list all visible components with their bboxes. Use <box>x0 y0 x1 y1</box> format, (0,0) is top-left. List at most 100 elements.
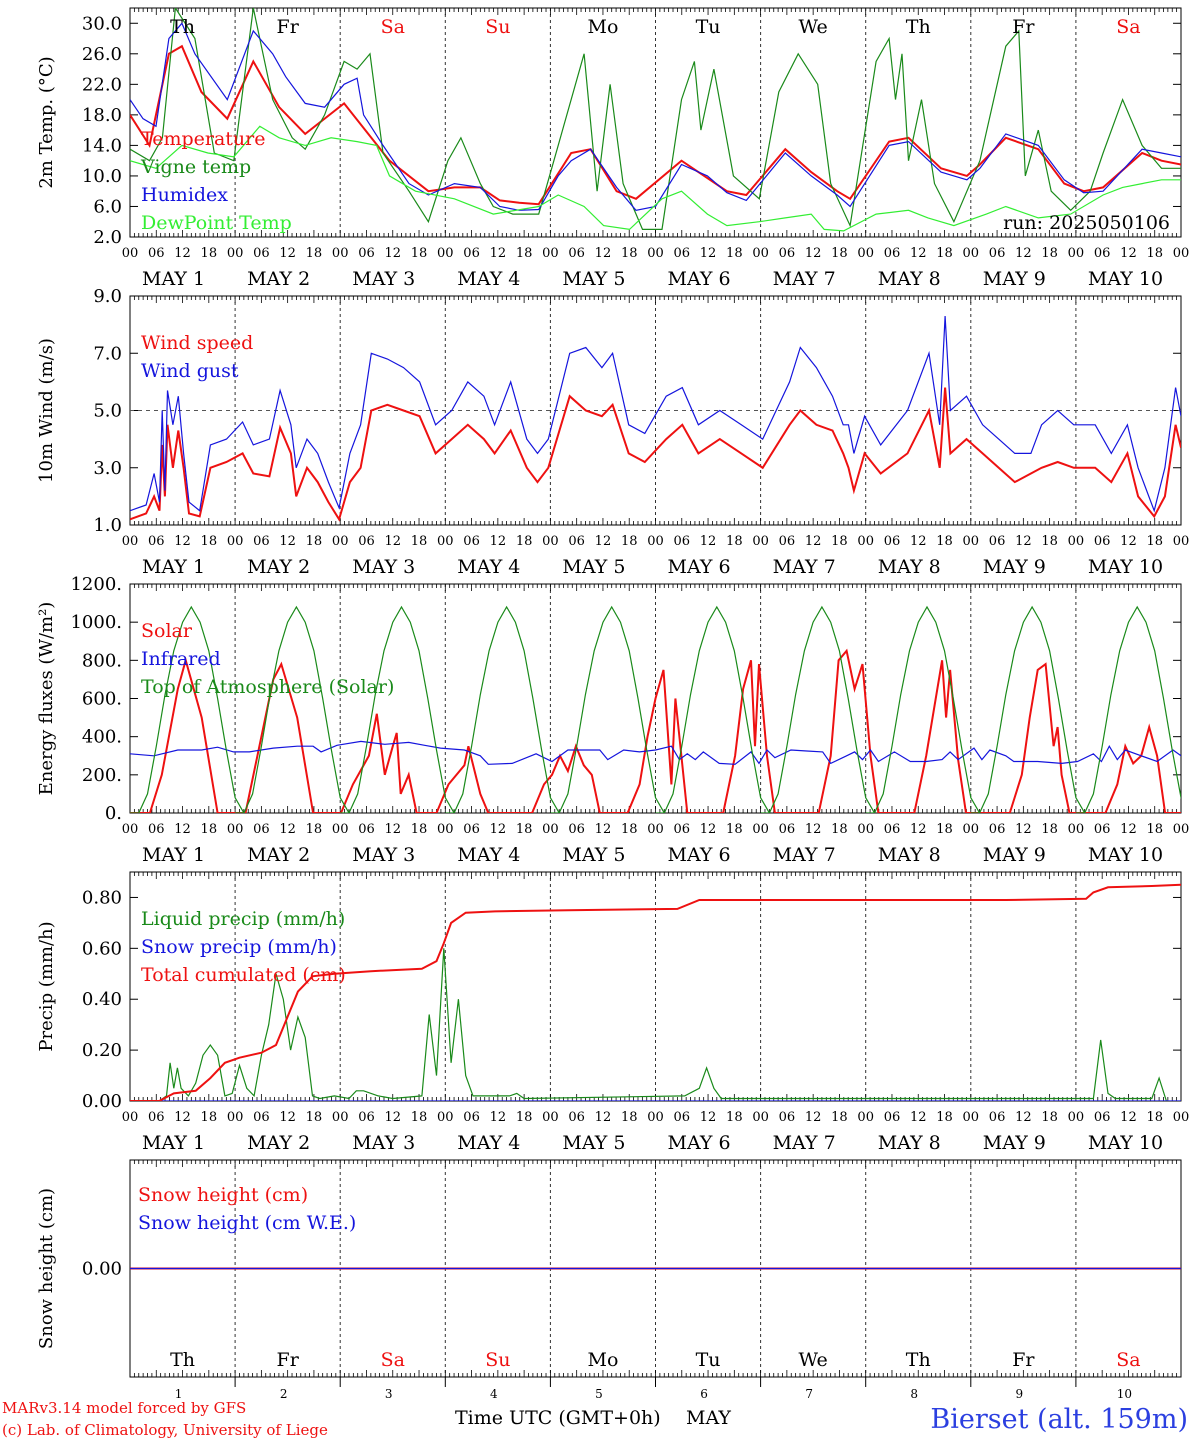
hour-label: 00 <box>963 246 980 261</box>
hour-label: 18 <box>411 246 428 261</box>
hour-label: 00 <box>332 246 349 261</box>
weekday-label: Fr <box>1012 16 1035 38</box>
hour-label: 06 <box>674 1110 691 1125</box>
date-label: MAY 3 <box>352 268 415 290</box>
date-label: MAY 8 <box>878 268 941 290</box>
hour-label: 18 <box>1041 1110 1058 1125</box>
ytick-label: 0.00 <box>82 1091 122 1112</box>
hour-label: 00 <box>752 822 769 837</box>
hour-label: 12 <box>1120 534 1137 549</box>
legend-entry: Wind speed <box>141 332 253 354</box>
hour-label: 00 <box>752 1110 769 1125</box>
day-number: 5 <box>595 1387 603 1401</box>
date-label: MAY 7 <box>773 844 836 866</box>
hour-label: 06 <box>148 1110 165 1125</box>
hour-label: 18 <box>516 822 533 837</box>
date-label: MAY 2 <box>247 268 310 290</box>
legend-entry: DewPoint Temp <box>141 212 292 234</box>
legend-entry: Vigne temp <box>140 156 251 178</box>
hour-label: 06 <box>1094 246 1111 261</box>
hour-label: 18 <box>516 246 533 261</box>
panel-temperature: 2.0 6.0 10.0 14.0 18.0 22.0 26.0 30.0 2m Temp. (… <box>36 7 1189 290</box>
hour-label: 12 <box>1120 246 1137 261</box>
date-label: MAY 7 <box>773 556 836 578</box>
hour-label: 00 <box>122 1110 139 1125</box>
weekday-label: Mo <box>587 1349 618 1371</box>
weekday-label: We <box>799 1349 828 1371</box>
date-label: MAY 10 <box>1088 556 1163 578</box>
hour-label: 12 <box>700 246 717 261</box>
weekday-label: Fr <box>277 16 300 38</box>
hour-label: 18 <box>831 246 848 261</box>
hour-label: 00 <box>542 822 559 837</box>
hour-label: 00 <box>857 534 874 549</box>
weekday-label: Th <box>906 16 931 38</box>
hour-label: 12 <box>910 246 927 261</box>
hour-label: 12 <box>490 822 507 837</box>
hour-label: 00 <box>752 246 769 261</box>
hour-label: 18 <box>306 246 323 261</box>
hour-label: 12 <box>279 246 296 261</box>
ytick-label: 22.0 <box>82 74 122 95</box>
date-label: MAY 8 <box>878 844 941 866</box>
hour-label: 18 <box>201 246 218 261</box>
hour-label: 12 <box>174 246 191 261</box>
hour-label: 00 <box>963 1110 980 1125</box>
hour-label: 00 <box>332 534 349 549</box>
ytick-label: 0. <box>105 803 122 824</box>
legend-entry: Top of Atmosphere (Solar) <box>141 676 394 698</box>
date-label: MAY 1 <box>142 1132 205 1154</box>
hour-ticks-snow <box>129 1160 1182 1377</box>
ytick-label: 18.0 <box>82 105 122 126</box>
ytick-label: 1000. <box>70 612 122 633</box>
date-label: MAY 7 <box>773 268 836 290</box>
legend-entry: Temperature <box>141 128 265 150</box>
hour-label: 00 <box>857 822 874 837</box>
legend-entry: Total cumulated (cm) <box>141 964 346 986</box>
series-line-red <box>130 387 1181 522</box>
hour-label: 18 <box>411 1110 428 1125</box>
ytick-label: 0.60 <box>82 938 122 959</box>
hour-label: 18 <box>726 534 743 549</box>
hour-label: 00 <box>542 246 559 261</box>
hour-label: 12 <box>384 534 401 549</box>
date-label: MAY 1 <box>142 556 205 578</box>
hour-label: 06 <box>463 1110 480 1125</box>
hour-label: 18 <box>1146 1110 1163 1125</box>
ytick-label: 7.0 <box>93 343 122 364</box>
hour-label: 06 <box>463 822 480 837</box>
hour-label: 12 <box>910 822 927 837</box>
hour-label: 06 <box>884 1110 901 1125</box>
hour-label: 00 <box>1173 534 1190 549</box>
hour-label: 12 <box>1120 822 1137 837</box>
hour-label: 06 <box>779 534 796 549</box>
hour-label: 06 <box>674 246 691 261</box>
weekday-label: Th <box>906 1349 931 1371</box>
hour-label: 12 <box>174 822 191 837</box>
hour-label: 06 <box>989 1110 1006 1125</box>
hour-label: 18 <box>936 534 953 549</box>
day-number: 9 <box>1016 1387 1024 1401</box>
legend-entry: Snow height (cm W.E.) <box>138 1212 356 1234</box>
hour-label: 06 <box>148 822 165 837</box>
weekday-label: Tu <box>696 16 721 38</box>
hour-label: 06 <box>989 534 1006 549</box>
date-label: MAY 1 <box>142 844 205 866</box>
hour-label: 00 <box>122 822 139 837</box>
series-line-green <box>130 605 1181 813</box>
hour-label: 06 <box>253 246 270 261</box>
date-label: MAY 6 <box>668 268 731 290</box>
hour-label: 06 <box>1094 822 1111 837</box>
hour-label: 06 <box>463 246 480 261</box>
hour-ticks-wind <box>129 296 1182 525</box>
weekday-label: Sa <box>381 1349 405 1371</box>
date-label: MAY 4 <box>457 556 520 578</box>
hour-label: 00 <box>647 1110 664 1125</box>
hour-label: 00 <box>332 1110 349 1125</box>
day-number: 3 <box>385 1387 393 1401</box>
hour-label: 12 <box>1015 822 1032 837</box>
hour-label: 18 <box>726 822 743 837</box>
hour-label: 18 <box>1041 534 1058 549</box>
legend-entry: Liquid precip (mm/h) <box>141 908 345 930</box>
weekday-label: Sa <box>381 16 405 38</box>
